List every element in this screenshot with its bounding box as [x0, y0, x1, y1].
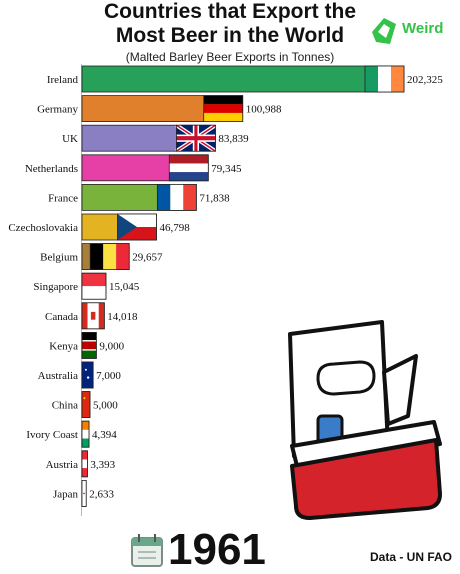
australia-flag-icon	[81, 361, 94, 389]
china-flag-icon	[81, 391, 91, 419]
category-label: France	[48, 192, 78, 204]
value-label: 79,345	[211, 163, 242, 175]
category-label: Austria	[46, 459, 79, 471]
value-label: 46,798	[159, 222, 190, 234]
value-label: 3,393	[90, 459, 115, 471]
category-label: Canada	[45, 311, 78, 323]
value-label: 71,838	[199, 192, 230, 204]
france-flag-icon	[156, 183, 197, 211]
bar-row: Ivory Coast 4,394	[26, 420, 117, 448]
value-label: 9,000	[99, 340, 124, 352]
category-label: Czechoslovakia	[8, 222, 78, 234]
beer-cooler-illustration	[288, 320, 442, 520]
bar-row: Netherlands 79,345	[25, 154, 242, 182]
axis-line	[81, 64, 82, 516]
calendar-icon	[131, 534, 163, 567]
ivory-coast-flag-icon	[81, 420, 90, 448]
japan-flag-icon	[81, 479, 87, 507]
value-label: 4,394	[92, 429, 117, 441]
austria-flag-icon	[81, 450, 88, 478]
czechoslovakia-flag-icon	[117, 213, 157, 241]
bar-row: Japan 2,633	[53, 479, 114, 507]
value-label: 15,045	[109, 281, 140, 293]
kenya-flag-icon	[81, 331, 97, 359]
current-year: 1961	[168, 525, 266, 574]
value-label: 202,325	[407, 74, 443, 86]
chart-subtitle: (Malted Barley Beer Exports in Tonnes)	[125, 50, 335, 64]
value-label: 5,000	[93, 400, 118, 412]
canada-flag-icon	[81, 302, 105, 330]
category-label: Japan	[53, 488, 79, 500]
uk-flag-icon	[175, 123, 217, 153]
chart-title: Countries that Export the Most Beer in t…	[60, 0, 400, 48]
bar-row: Canada 14,018	[45, 302, 138, 330]
bar	[81, 65, 405, 93]
value-label: 29,657	[132, 252, 163, 264]
ireland-flag-icon	[364, 65, 405, 93]
bar-row: UK 83,839	[62, 123, 249, 153]
chart-title-line2: Most Beer in the World	[115, 24, 345, 47]
singapore-flag-icon	[81, 272, 107, 300]
bar-row: Australia 7,000	[38, 361, 121, 389]
bar-row: Kenya 9,000	[49, 331, 125, 359]
data-source-label: Data - UN FAO	[370, 550, 453, 564]
netherlands-flag-icon	[168, 154, 209, 182]
value-label: 100,988	[246, 104, 282, 116]
bar-row: China 5,000	[52, 391, 118, 419]
value-label: 83,839	[218, 133, 249, 145]
value-label: 7,000	[96, 370, 121, 382]
category-label: Netherlands	[25, 163, 78, 175]
value-label: 2,633	[89, 488, 114, 500]
bar-chart: Ireland 202,325 Germany 100,988 UK 83,839 Neth…	[8, 65, 443, 507]
bar-row: Ireland 202,325	[47, 65, 443, 93]
category-label: Australia	[38, 370, 78, 382]
bar-row: Belgium 29,657	[40, 243, 163, 271]
logo-text: Weird	[402, 20, 444, 37]
germany-flag-icon	[203, 95, 244, 122]
bar-row: Austria 3,393	[46, 450, 116, 478]
category-label: UK	[62, 133, 78, 145]
value-label: 14,018	[107, 311, 138, 323]
category-label: Ivory Coast	[26, 429, 78, 441]
bar-row: Singapore 15,045	[33, 272, 140, 300]
category-label: Singapore	[33, 281, 78, 293]
leaf-logo-icon	[372, 18, 396, 44]
bar-row: France 71,838	[48, 183, 230, 211]
category-label: Germany	[37, 104, 78, 116]
bar-row: Germany 100,988	[37, 95, 282, 122]
bar-row: Czechoslovakia 46,798	[8, 213, 190, 241]
belgium-flag-icon	[89, 243, 130, 271]
chart-title-line1: Countries that Export the	[103, 0, 356, 23]
category-label: Kenya	[49, 340, 78, 352]
category-label: China	[52, 400, 78, 412]
category-label: Belgium	[40, 252, 78, 264]
category-label: Ireland	[47, 74, 79, 86]
